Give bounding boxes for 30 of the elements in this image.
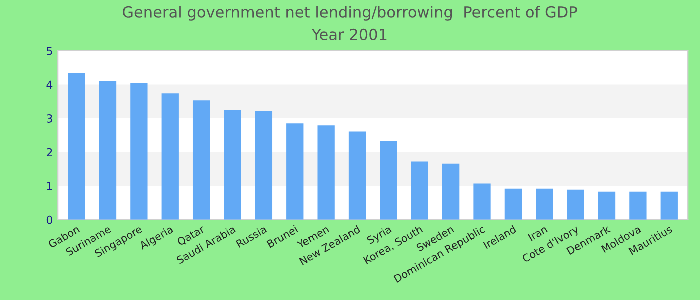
- bar: [130, 83, 148, 220]
- y-tick-label: 5: [47, 47, 52, 56]
- y-tick-label: 3: [47, 114, 52, 123]
- bar: [474, 184, 491, 220]
- bar: [162, 94, 179, 220]
- y-tick-label: 1: [47, 182, 52, 190]
- bar: [348, 132, 366, 220]
- bar: [536, 188, 554, 220]
- bar: [68, 73, 86, 220]
- x-tick-label: Syria: [366, 225, 393, 246]
- bar: [380, 142, 398, 220]
- bar: [318, 126, 335, 220]
- bar: [255, 111, 273, 220]
- bar: [442, 164, 460, 220]
- y-tick-label: 4: [46, 80, 53, 89]
- bar: [411, 162, 428, 220]
- bar: [224, 110, 242, 220]
- bar: [504, 188, 522, 220]
- y-tick-label: 0: [46, 216, 52, 224]
- bar: [598, 192, 616, 220]
- bar: [192, 100, 210, 220]
- bar: [660, 192, 678, 220]
- bar: [99, 81, 117, 220]
- bar: [630, 192, 647, 220]
- chart-subtitle: Year 2001: [312, 28, 387, 40]
- y-tick-label: 2: [46, 148, 52, 157]
- bar: [286, 124, 304, 220]
- bar: [567, 190, 584, 220]
- x-tick-label: Iran: [528, 225, 548, 242]
- chart-title: General government net lending/borrowing Percent of GDP: [123, 6, 578, 21]
